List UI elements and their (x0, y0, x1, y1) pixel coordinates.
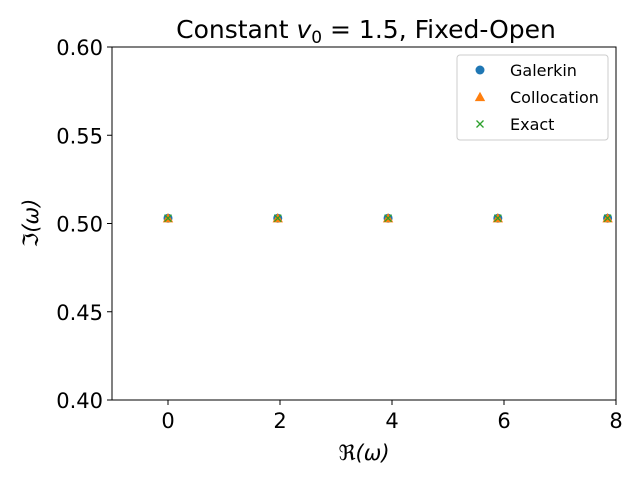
x-tick-label: 4 (385, 409, 398, 433)
y-tick-label: 0.45 (56, 301, 103, 325)
exact-point (384, 214, 393, 223)
y-tick-label: 0.40 (56, 389, 103, 413)
x-tick-label: 2 (273, 409, 286, 433)
x-tick-label: 0 (161, 409, 174, 433)
legend-label-galerkin: Galerkin (510, 61, 577, 80)
x-tick-label: 8 (609, 409, 622, 433)
legend-box (456, 54, 609, 141)
legend-marker-collocation (474, 91, 486, 102)
chart-title: Constant v0 = 1.5, Fixed-Open (176, 15, 556, 48)
legend-label-collocation: Collocation (510, 88, 599, 107)
y-tick-label: 0.50 (56, 213, 103, 237)
exact-point (273, 214, 282, 223)
y-tick-label: 0.60 (56, 36, 103, 60)
y-axis-label: ℑ(ω) (19, 199, 43, 248)
exact-point (164, 214, 172, 223)
x-axis: 0 2 4 6 8 (161, 400, 623, 433)
y-tick-label: 0.55 (56, 124, 103, 148)
legend-marker-exact (476, 120, 484, 128)
y-axis: 0.40 0.45 0.50 0.55 0.60 (56, 36, 112, 413)
x-tick-label: 6 (497, 409, 510, 433)
x-axis-label: ℜ(ω) (338, 441, 389, 465)
legend-label-exact: Exact (510, 115, 554, 134)
exact-point (603, 214, 612, 223)
data-markers (162, 213, 613, 223)
legend-marker-galerkin (475, 65, 485, 75)
legend: Galerkin Collocation Exact (456, 54, 609, 141)
exact-point (493, 214, 502, 223)
